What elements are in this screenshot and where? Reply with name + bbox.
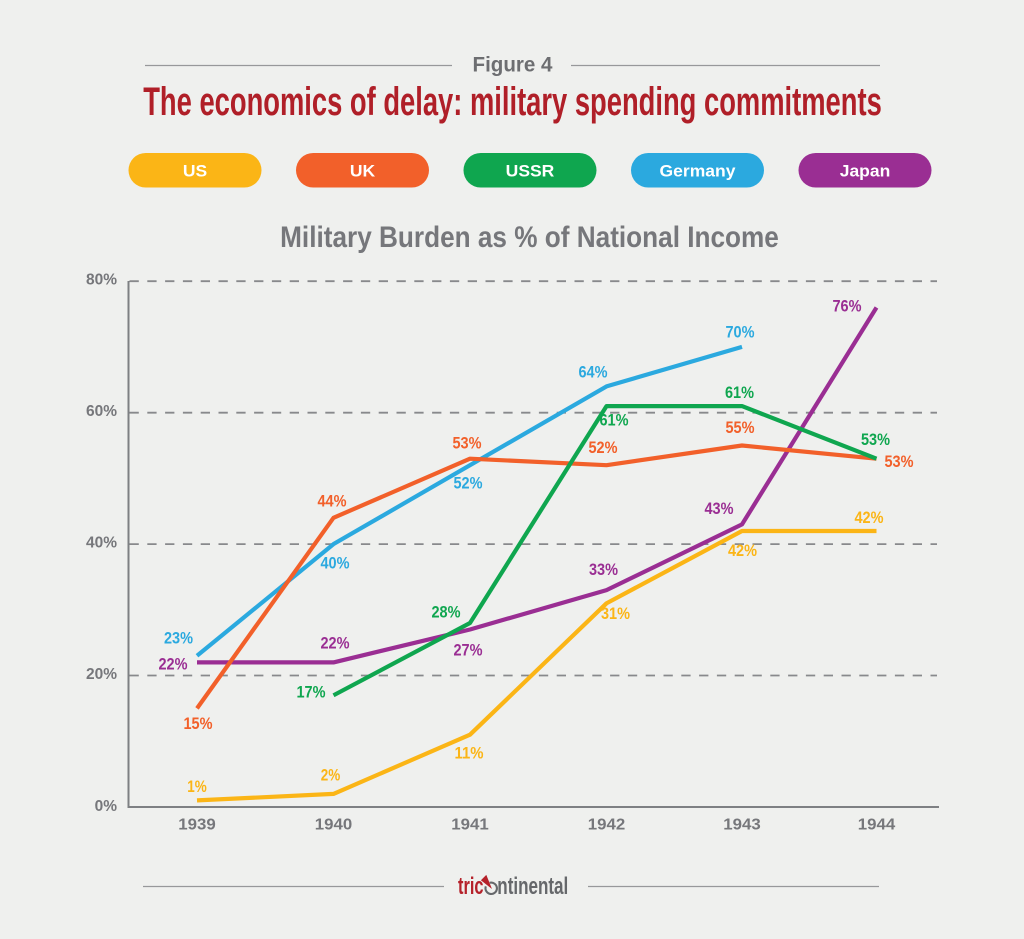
svg-text:53%: 53% [885,453,914,471]
svg-text:28%: 28% [432,604,461,622]
svg-text:55%: 55% [726,419,755,437]
svg-text:76%: 76% [833,298,862,316]
svg-text:USSR: USSR [506,161,555,181]
svg-text:0%: 0% [95,798,118,815]
svg-text:27%: 27% [454,642,483,660]
svg-text:60%: 60% [86,403,117,420]
svg-text:52%: 52% [589,439,618,457]
svg-text:1939: 1939 [178,816,215,834]
svg-text:Military Burden as % of Nation: Military Burden as % of National Income [280,220,779,253]
svg-text:22%: 22% [321,635,350,653]
svg-text:64%: 64% [579,364,608,382]
svg-text:53%: 53% [453,435,482,453]
svg-text:1940: 1940 [315,816,352,834]
svg-text:US: US [183,161,207,181]
svg-text:1941: 1941 [451,816,488,834]
svg-text:The economics of delay: milita: The economics of delay: military spendin… [143,80,882,124]
svg-text:tric: tric [458,873,483,900]
svg-text:40%: 40% [321,555,350,573]
svg-text:33%: 33% [589,561,618,579]
svg-text:43%: 43% [705,500,734,518]
svg-text:17%: 17% [297,684,326,702]
svg-text:61%: 61% [600,412,629,430]
svg-text:42%: 42% [728,542,757,560]
svg-text:Figure 4: Figure 4 [473,53,553,76]
svg-text:1%: 1% [187,778,207,797]
svg-text:1942: 1942 [588,816,625,834]
svg-text:52%: 52% [454,475,483,493]
svg-text:42%: 42% [855,509,884,527]
svg-text:Japan: Japan [840,161,891,181]
svg-text:1944: 1944 [858,816,896,834]
svg-text:44%: 44% [318,493,347,511]
svg-text:1943: 1943 [723,816,760,834]
svg-text:61%: 61% [725,384,754,402]
svg-text:ntinental: ntinental [497,873,568,900]
svg-text:UK: UK [350,161,376,181]
svg-text:Germany: Germany [660,161,736,181]
svg-text:80%: 80% [86,272,117,289]
svg-text:22%: 22% [159,656,188,674]
svg-text:23%: 23% [164,630,193,648]
svg-text:70%: 70% [726,324,755,342]
svg-text:11%: 11% [455,745,484,763]
svg-text:40%: 40% [86,535,117,552]
svg-text:31%: 31% [601,605,630,623]
svg-text:53%: 53% [861,431,890,449]
svg-text:15%: 15% [184,715,213,733]
svg-text:2%: 2% [321,766,341,785]
svg-text:20%: 20% [86,666,117,683]
